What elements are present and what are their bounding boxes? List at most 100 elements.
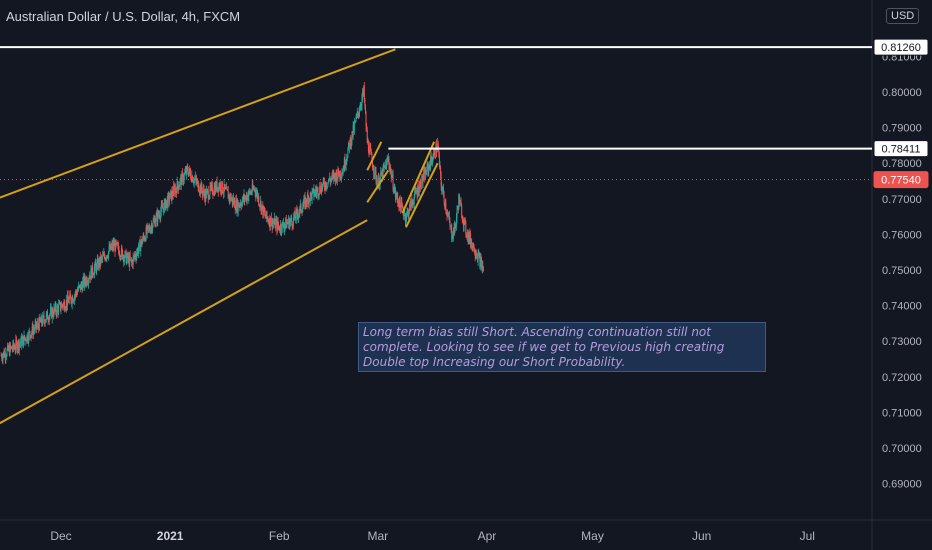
candle-body xyxy=(127,253,129,260)
candle-body xyxy=(276,221,278,231)
candle-body xyxy=(211,184,213,186)
time-tick-label: Mar xyxy=(367,529,388,543)
candle-body xyxy=(407,210,409,212)
candle-body xyxy=(425,170,427,175)
candle-body xyxy=(48,320,50,321)
candle-body xyxy=(357,111,359,114)
candle-body xyxy=(397,202,399,204)
candle-body xyxy=(28,331,30,342)
candle-body xyxy=(364,100,366,107)
candle-body xyxy=(24,338,26,340)
candle-body xyxy=(88,279,90,284)
candle-body xyxy=(135,257,137,259)
candle-body xyxy=(62,303,64,308)
candle-body xyxy=(312,188,314,190)
candle-body xyxy=(135,254,137,258)
candle-body xyxy=(137,249,139,254)
candle-body xyxy=(128,256,130,266)
candle-body xyxy=(306,202,308,204)
candle-body xyxy=(79,284,81,290)
candle-body xyxy=(79,284,81,286)
candle-body xyxy=(78,285,80,291)
channel-trendline[interactable] xyxy=(0,219,368,430)
flag-trendline[interactable] xyxy=(366,141,383,171)
candle-body xyxy=(292,225,294,227)
candle-body xyxy=(90,268,92,279)
candle-body xyxy=(28,331,30,333)
candle-body xyxy=(353,125,355,131)
candle-body xyxy=(347,142,349,150)
candle-body xyxy=(331,174,333,179)
candle-body xyxy=(314,190,316,195)
candle-body xyxy=(191,175,193,182)
candle-body xyxy=(201,184,203,191)
candle-body xyxy=(38,325,40,331)
candle-body xyxy=(208,198,210,200)
candle-body xyxy=(317,187,319,196)
candle-body xyxy=(140,244,142,252)
candle-body xyxy=(12,341,14,348)
candle-body xyxy=(227,189,229,192)
candle-body xyxy=(32,329,34,336)
candle-body xyxy=(29,335,31,339)
candle-body xyxy=(73,300,75,302)
candle-body xyxy=(224,184,226,189)
currency-selector[interactable]: USD xyxy=(886,8,920,24)
candle-body xyxy=(59,302,61,303)
candle-body xyxy=(404,213,406,222)
flag-trendline[interactable] xyxy=(405,162,439,228)
candle-body xyxy=(48,316,50,321)
candle-body xyxy=(278,226,280,231)
candle-body xyxy=(140,239,142,245)
candle-body xyxy=(211,184,213,194)
candle-body xyxy=(103,253,105,257)
candle-body xyxy=(240,203,242,206)
candle-body xyxy=(196,180,198,184)
candle-body xyxy=(439,165,441,167)
candle-body xyxy=(405,219,407,222)
candle-body xyxy=(433,152,435,159)
candle-body xyxy=(319,185,321,192)
candle-body xyxy=(343,168,345,171)
candle-body xyxy=(145,227,147,241)
candle-body xyxy=(423,170,425,173)
candle-body xyxy=(265,216,267,218)
candle-body xyxy=(399,197,401,205)
candle-body xyxy=(115,240,117,244)
candle-body xyxy=(38,317,40,331)
candle-body xyxy=(446,212,448,216)
candle-body xyxy=(436,149,438,153)
candle-body xyxy=(41,316,43,324)
flag-trendline[interactable] xyxy=(366,169,390,203)
channel-trendline[interactable] xyxy=(0,48,396,202)
candle-body xyxy=(387,158,389,161)
candle-body xyxy=(305,198,307,203)
candle-body xyxy=(394,188,396,198)
candle-body xyxy=(244,194,246,200)
candle-body xyxy=(352,125,354,136)
candle-body xyxy=(223,184,225,193)
candle-body xyxy=(301,211,303,213)
candle-body xyxy=(117,244,119,246)
candle-body xyxy=(3,351,5,356)
candle-body xyxy=(127,256,129,260)
candle-body xyxy=(255,193,257,197)
candle-body xyxy=(468,232,470,242)
candle-body xyxy=(10,346,12,348)
candle-body xyxy=(425,174,427,175)
candle-body xyxy=(195,177,197,181)
candle-body xyxy=(292,217,294,227)
annotation-note[interactable]: Long term bias still Short. Ascending co… xyxy=(358,322,766,372)
candle-body xyxy=(406,212,408,220)
candle-body xyxy=(466,236,468,238)
candle-body xyxy=(270,224,272,227)
candle-body xyxy=(254,187,256,193)
candle-body xyxy=(175,188,177,190)
candle-body xyxy=(152,226,154,231)
candle-body xyxy=(22,336,24,346)
candle-body xyxy=(168,194,170,202)
flag-trendline[interactable] xyxy=(401,141,436,214)
candle-body xyxy=(75,290,77,295)
